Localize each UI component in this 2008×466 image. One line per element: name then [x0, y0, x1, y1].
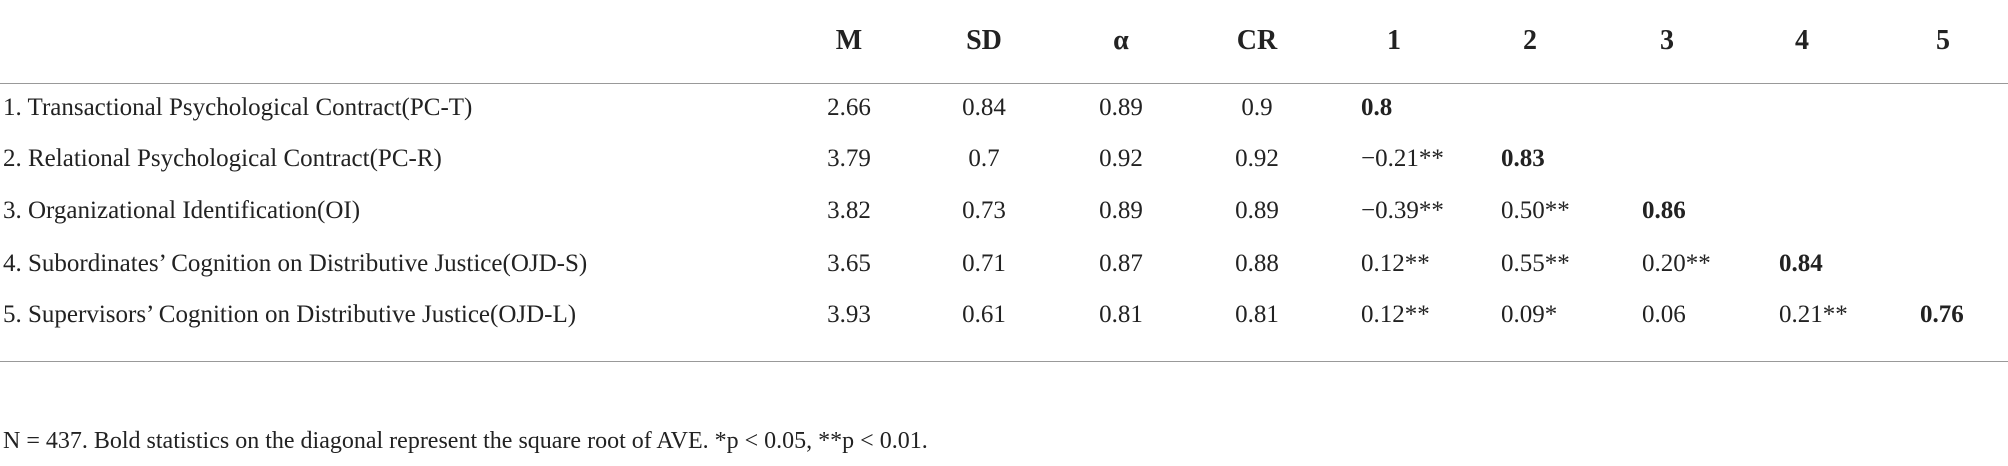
table-cell: 0.50** — [1501, 197, 1570, 224]
table-cell: 3.93 — [827, 301, 871, 328]
table-cell: 0.06 — [1642, 301, 1686, 328]
table-cell: 0.09* — [1501, 301, 1558, 328]
table-cell: 2.66 — [827, 94, 871, 121]
table-cell: 3.65 — [827, 250, 871, 277]
table-cell: 0.92 — [1235, 145, 1279, 172]
table-cell: 0.86 — [1642, 197, 1686, 224]
table-cell: 0.76 — [1920, 301, 1964, 328]
table-cell: 0.84 — [962, 94, 1006, 121]
column-header: 4 — [1795, 25, 1809, 56]
table-cell: 0.83 — [1501, 145, 1545, 172]
table-cell: 3.79 — [827, 145, 871, 172]
table-cell: 0.61 — [962, 301, 1006, 328]
table-cell: 0.55** — [1501, 250, 1570, 277]
header-rule — [0, 83, 2008, 84]
table-cell: 0.89 — [1235, 197, 1279, 224]
table-cell: 0.84 — [1779, 250, 1823, 277]
table-cell: 0.81 — [1235, 301, 1279, 328]
column-header: 2 — [1523, 25, 1537, 56]
table-cell: 0.20** — [1642, 250, 1711, 277]
table-cell: 0.12** — [1361, 301, 1430, 328]
table-cell: 0.89 — [1099, 94, 1143, 121]
row-label: 3. Organizational Identification(OI) — [3, 197, 361, 224]
table-cell: 0.88 — [1235, 250, 1279, 277]
table-cell: 0.9 — [1241, 94, 1273, 121]
table-cell: 0.73 — [962, 197, 1006, 224]
row-label: 4. Subordinates’ Cognition on Distributi… — [3, 250, 588, 277]
table-cell: 0.21** — [1779, 301, 1848, 328]
table-cell: −0.21** — [1361, 145, 1444, 172]
table-cell: 0.12** — [1361, 250, 1430, 277]
table-cell: 0.89 — [1099, 197, 1143, 224]
table-cell: 3.82 — [827, 197, 871, 224]
table-cell: 0.81 — [1099, 301, 1143, 328]
column-header: 1 — [1387, 25, 1401, 56]
table-cell: 0.92 — [1099, 145, 1143, 172]
table-cell: 0.7 — [968, 145, 1000, 172]
table-cell: 0.71 — [962, 250, 1006, 277]
footnote: N = 437. Bold statistics on the diagonal… — [3, 428, 928, 454]
row-label: 1. Transactional Psychological Contract(… — [3, 94, 473, 121]
column-header: α — [1113, 25, 1129, 56]
table-cell: 0.8 — [1361, 94, 1393, 121]
table-cell: 0.87 — [1099, 250, 1143, 277]
column-header: 5 — [1936, 25, 1950, 56]
column-header: 3 — [1660, 25, 1674, 56]
row-label: 5. Supervisors’ Cognition on Distributiv… — [3, 301, 577, 328]
column-header: CR — [1236, 25, 1278, 56]
row-label: 2. Relational Psychological Contract(PC-… — [3, 145, 442, 172]
table-cell: −0.39** — [1361, 197, 1444, 224]
column-header: SD — [966, 25, 1002, 56]
column-header: M — [835, 25, 863, 56]
bottom-rule — [0, 361, 2008, 362]
